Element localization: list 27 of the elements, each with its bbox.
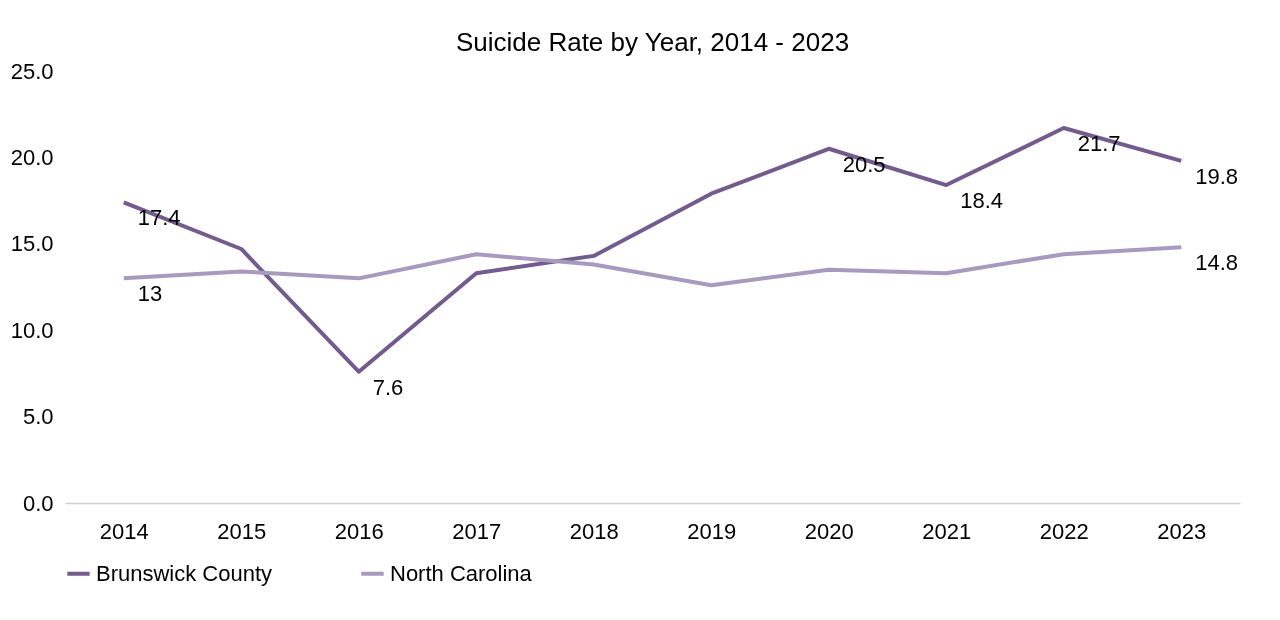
x-tick-label: 2014 <box>99 518 149 544</box>
data-label: 14.8 <box>1195 250 1239 276</box>
data-label: 13 <box>137 281 163 307</box>
y-tick-label: 0.0 <box>22 490 54 516</box>
x-tick-label: 2023 <box>1157 518 1207 544</box>
line-series <box>121 245 1184 288</box>
legend-label: North Carolina <box>390 560 533 586</box>
y-tick-label: 15.0 <box>10 231 54 257</box>
chart-title: Suicide Rate by Year, 2014 - 2023 <box>455 27 850 57</box>
y-tick-label: 20.0 <box>10 144 54 170</box>
x-tick-label: 2016 <box>334 518 384 544</box>
data-label: 19.8 <box>1195 163 1239 189</box>
data-label: 21.7 <box>1077 131 1121 157</box>
legend-label: Brunswick County <box>96 560 273 586</box>
x-tick-label: 2021 <box>922 518 972 544</box>
x-tick-label: 2022 <box>1039 518 1089 544</box>
x-tick-label: 2017 <box>452 518 502 544</box>
y-tick-label: 5.0 <box>22 404 54 430</box>
line-series <box>121 126 1184 374</box>
y-tick-label: 10.0 <box>10 317 54 343</box>
x-tick-label: 2015 <box>217 518 267 544</box>
data-label: 18.4 <box>960 188 1004 214</box>
x-tick-label: 2020 <box>804 518 854 544</box>
y-tick-label: 25.0 <box>10 58 54 84</box>
data-label: 7.6 <box>372 374 404 400</box>
x-tick-label: 2019 <box>687 518 737 544</box>
x-tick-label: 2018 <box>569 518 619 544</box>
